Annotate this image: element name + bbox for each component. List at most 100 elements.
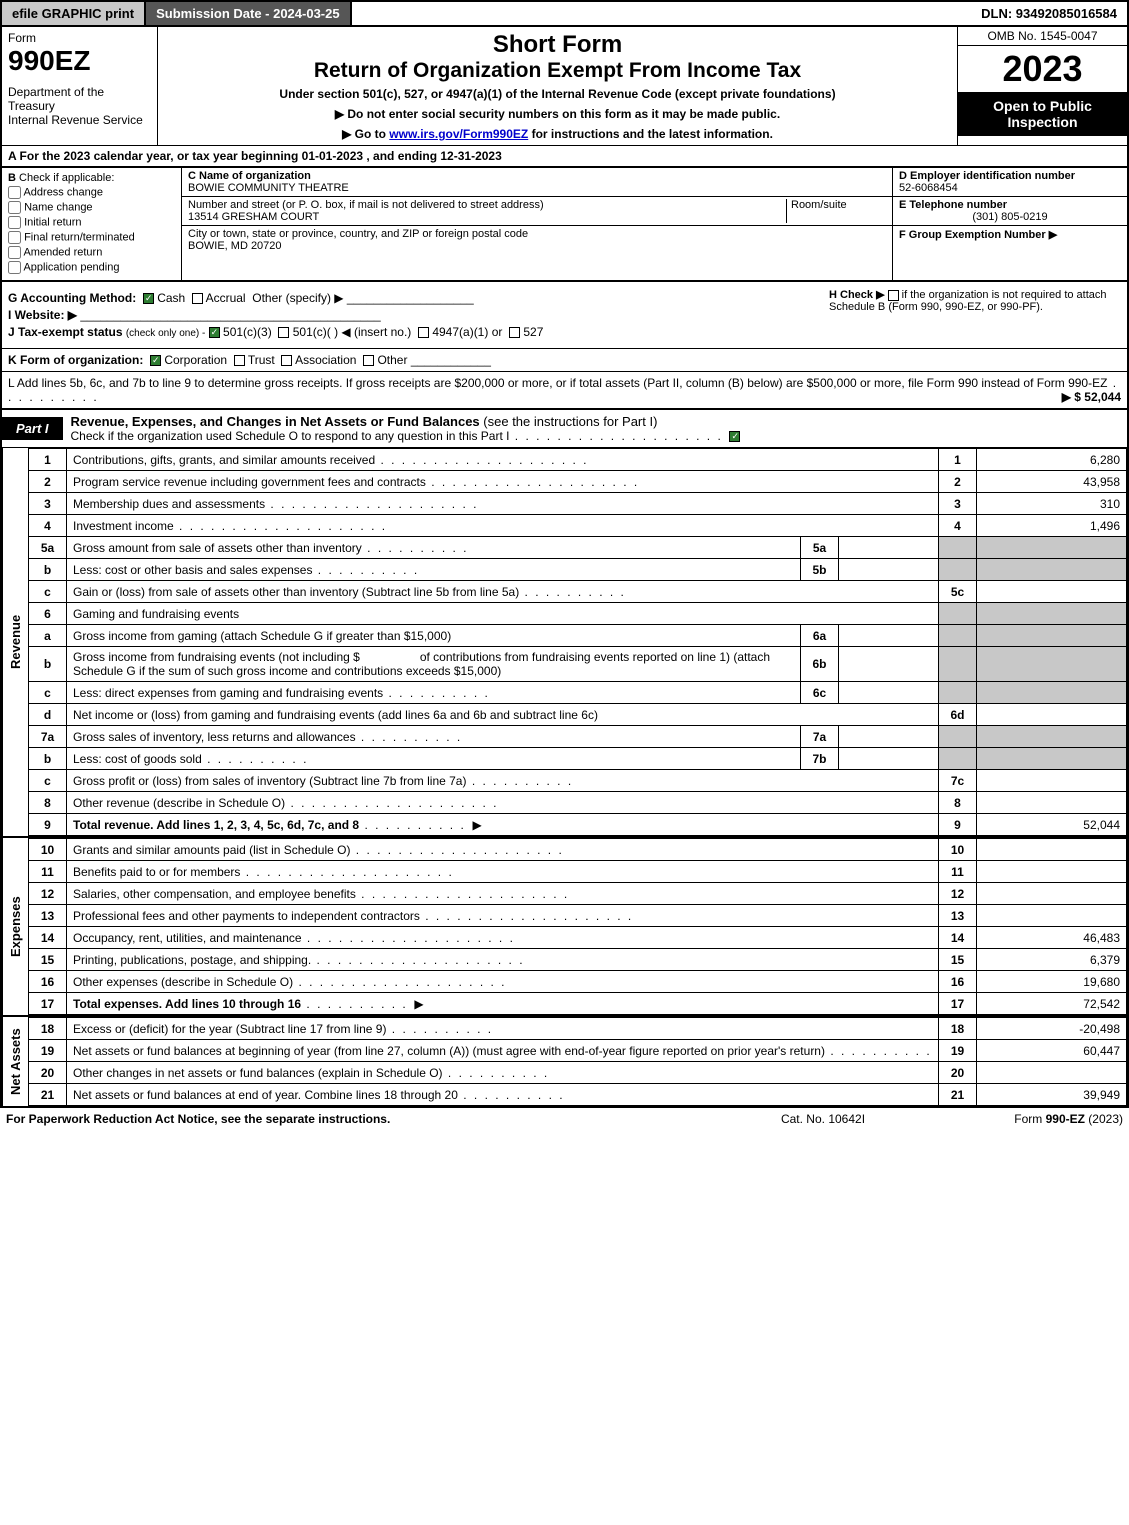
expenses-side-label: Expenses — [2, 838, 28, 1015]
line-21: 21Net assets or fund balances at end of … — [29, 1084, 1127, 1106]
line-6b: bGross income from fundraising events (n… — [29, 647, 1127, 682]
irs-label: Internal Revenue Service — [8, 113, 151, 127]
omb-number: OMB No. 1545-0047 — [958, 27, 1127, 46]
section-b: B Check if applicable: Address change Na… — [2, 168, 182, 280]
line-7b: bLess: cost of goods sold7b — [29, 748, 1127, 770]
org-city: BOWIE, MD 20720 — [188, 240, 282, 252]
b-address-change[interactable]: Address change — [8, 186, 175, 199]
irs-link[interactable]: www.irs.gov/Form990EZ — [389, 127, 528, 141]
line-a: A For the 2023 calendar year, or tax yea… — [0, 145, 1129, 168]
line-13: 13Professional fees and other payments t… — [29, 905, 1127, 927]
section-bcd: B Check if applicable: Address change Na… — [0, 168, 1129, 282]
b-name-change[interactable]: Name change — [8, 201, 175, 214]
i-website: I Website: ▶ ___________________________… — [8, 308, 821, 322]
dln: DLN: 93492085016584 — [971, 2, 1127, 25]
cash-checkbox[interactable] — [143, 293, 154, 304]
tel-value: (301) 805-0219 — [899, 211, 1121, 223]
part1-title: Revenue, Expenses, and Changes in Net As… — [63, 410, 1127, 447]
c-name-row: C Name of organization BOWIE COMMUNITY T… — [182, 168, 892, 197]
section-c: C Name of organization BOWIE COMMUNITY T… — [182, 168, 892, 280]
line-7c: cGross profit or (loss) from sales of in… — [29, 770, 1127, 792]
h-checkbox[interactable] — [888, 290, 899, 301]
501c3-checkbox[interactable] — [209, 327, 220, 338]
b-amended-return[interactable]: Amended return — [8, 246, 175, 259]
b-label: B — [8, 172, 16, 184]
line-6a: aGross income from gaming (attach Schedu… — [29, 625, 1127, 647]
goto-link-row: ▶ Go to www.irs.gov/Form990EZ for instru… — [168, 127, 947, 141]
revenue-table: 1Contributions, gifts, grants, and simil… — [28, 448, 1127, 836]
c-city-label: City or town, state or province, country… — [188, 228, 528, 240]
goto-post: for instructions and the latest informat… — [528, 127, 773, 141]
trust-checkbox[interactable] — [234, 355, 245, 366]
line-14: 14Occupancy, rent, utilities, and mainte… — [29, 927, 1127, 949]
line-6: 6Gaming and fundraising events — [29, 603, 1127, 625]
line-6d: dNet income or (loss) from gaming and fu… — [29, 704, 1127, 726]
line-10: 10Grants and similar amounts paid (list … — [29, 839, 1127, 861]
return-title: Return of Organization Exempt From Incom… — [168, 59, 947, 83]
expenses-table: 10Grants and similar amounts paid (list … — [28, 838, 1127, 1015]
line-5c: cGain or (loss) from sale of assets othe… — [29, 581, 1127, 603]
ghi-left: G Accounting Method: Cash Accrual Other … — [8, 288, 821, 342]
g-accounting: G Accounting Method: Cash Accrual Other … — [8, 291, 821, 305]
revenue-side-label: Revenue — [2, 448, 28, 836]
line-5b: bLess: cost or other basis and sales exp… — [29, 559, 1127, 581]
corp-checkbox[interactable] — [150, 355, 161, 366]
line-7a: 7aGross sales of inventory, less returns… — [29, 726, 1127, 748]
header-left: Form 990EZ Department of the Treasury In… — [2, 27, 158, 145]
schedule-o-checkbox[interactable] — [729, 431, 740, 442]
form-header: Form 990EZ Department of the Treasury In… — [0, 27, 1129, 145]
efile-print-button[interactable]: efile GRAPHIC print — [2, 2, 146, 25]
accrual-checkbox[interactable] — [192, 293, 203, 304]
submission-date: Submission Date - 2024-03-25 — [146, 2, 352, 25]
form-ref: Form 990-EZ (2023) — [923, 1112, 1123, 1126]
527-checkbox[interactable] — [509, 327, 520, 338]
4947-checkbox[interactable] — [418, 327, 429, 338]
net-assets-section: Net Assets 18Excess or (deficit) for the… — [0, 1017, 1129, 1108]
expenses-section: Expenses 10Grants and similar amounts pa… — [0, 838, 1129, 1017]
b-initial-return[interactable]: Initial return — [8, 216, 175, 229]
org-name: BOWIE COMMUNITY THEATRE — [188, 182, 349, 194]
d-ein-label: D Employer identification number — [899, 170, 1121, 182]
top-bar: efile GRAPHIC print Submission Date - 20… — [0, 0, 1129, 27]
line-20: 20Other changes in net assets or fund ba… — [29, 1062, 1127, 1084]
line-4: 4Investment income41,496 — [29, 515, 1127, 537]
line-3: 3Membership dues and assessments3310 — [29, 493, 1127, 515]
ssn-warning: ▶ Do not enter social security numbers o… — [168, 107, 947, 121]
section-def: D Employer identification number 52-6068… — [892, 168, 1127, 280]
open-public-badge: Open to Public Inspection — [958, 92, 1127, 136]
c-addr-label: Number and street (or P. O. box, if mail… — [188, 199, 544, 211]
e-tel-label: E Telephone number — [899, 199, 1121, 211]
cat-no: Cat. No. 10642I — [723, 1112, 923, 1126]
row-l: L Add lines 5b, 6c, and 7b to line 9 to … — [0, 372, 1129, 410]
line-5a: 5aGross amount from sale of assets other… — [29, 537, 1127, 559]
other-org-checkbox[interactable] — [363, 355, 374, 366]
b-final-return[interactable]: Final return/terminated — [8, 231, 175, 244]
line-19: 19Net assets or fund balances at beginni… — [29, 1040, 1127, 1062]
line-17: 17Total expenses. Add lines 10 through 1… — [29, 993, 1127, 1015]
line-18: 18Excess or (deficit) for the year (Subt… — [29, 1018, 1127, 1040]
goto-pre: ▶ Go to — [342, 127, 389, 141]
assoc-checkbox[interactable] — [281, 355, 292, 366]
line-8: 8Other revenue (describe in Schedule O)8 — [29, 792, 1127, 814]
c-addr-row: Number and street (or P. O. box, if mail… — [182, 197, 892, 226]
short-form-title: Short Form — [168, 31, 947, 59]
section-ghij: G Accounting Method: Cash Accrual Other … — [0, 282, 1129, 349]
line-16: 16Other expenses (describe in Schedule O… — [29, 971, 1127, 993]
net-assets-side-label: Net Assets — [2, 1017, 28, 1106]
room-suite-label: Room/suite — [791, 199, 847, 211]
b-application-pending[interactable]: Application pending — [8, 261, 175, 274]
501c-checkbox[interactable] — [278, 327, 289, 338]
org-address: 13514 GRESHAM COURT — [188, 211, 319, 223]
tax-year: 2023 — [958, 46, 1127, 92]
j-tax-exempt: J Tax-exempt status (check only one) - 5… — [8, 325, 821, 339]
header-right: OMB No. 1545-0047 2023 Open to Public In… — [957, 27, 1127, 145]
ein-value: 52-6068454 — [899, 182, 1121, 194]
line-11: 11Benefits paid to or for members11 — [29, 861, 1127, 883]
c-name-label: C Name of organization — [188, 170, 311, 182]
e-tel-row: E Telephone number (301) 805-0219 — [893, 197, 1127, 226]
line-1: 1Contributions, gifts, grants, and simil… — [29, 449, 1127, 471]
h-check: H Check ▶ if the organization is not req… — [821, 288, 1121, 342]
f-group-label: F Group Exemption Number ▶ — [899, 228, 1121, 241]
c-city-row: City or town, state or province, country… — [182, 226, 892, 254]
part1-header: Part I Revenue, Expenses, and Changes in… — [0, 410, 1129, 448]
